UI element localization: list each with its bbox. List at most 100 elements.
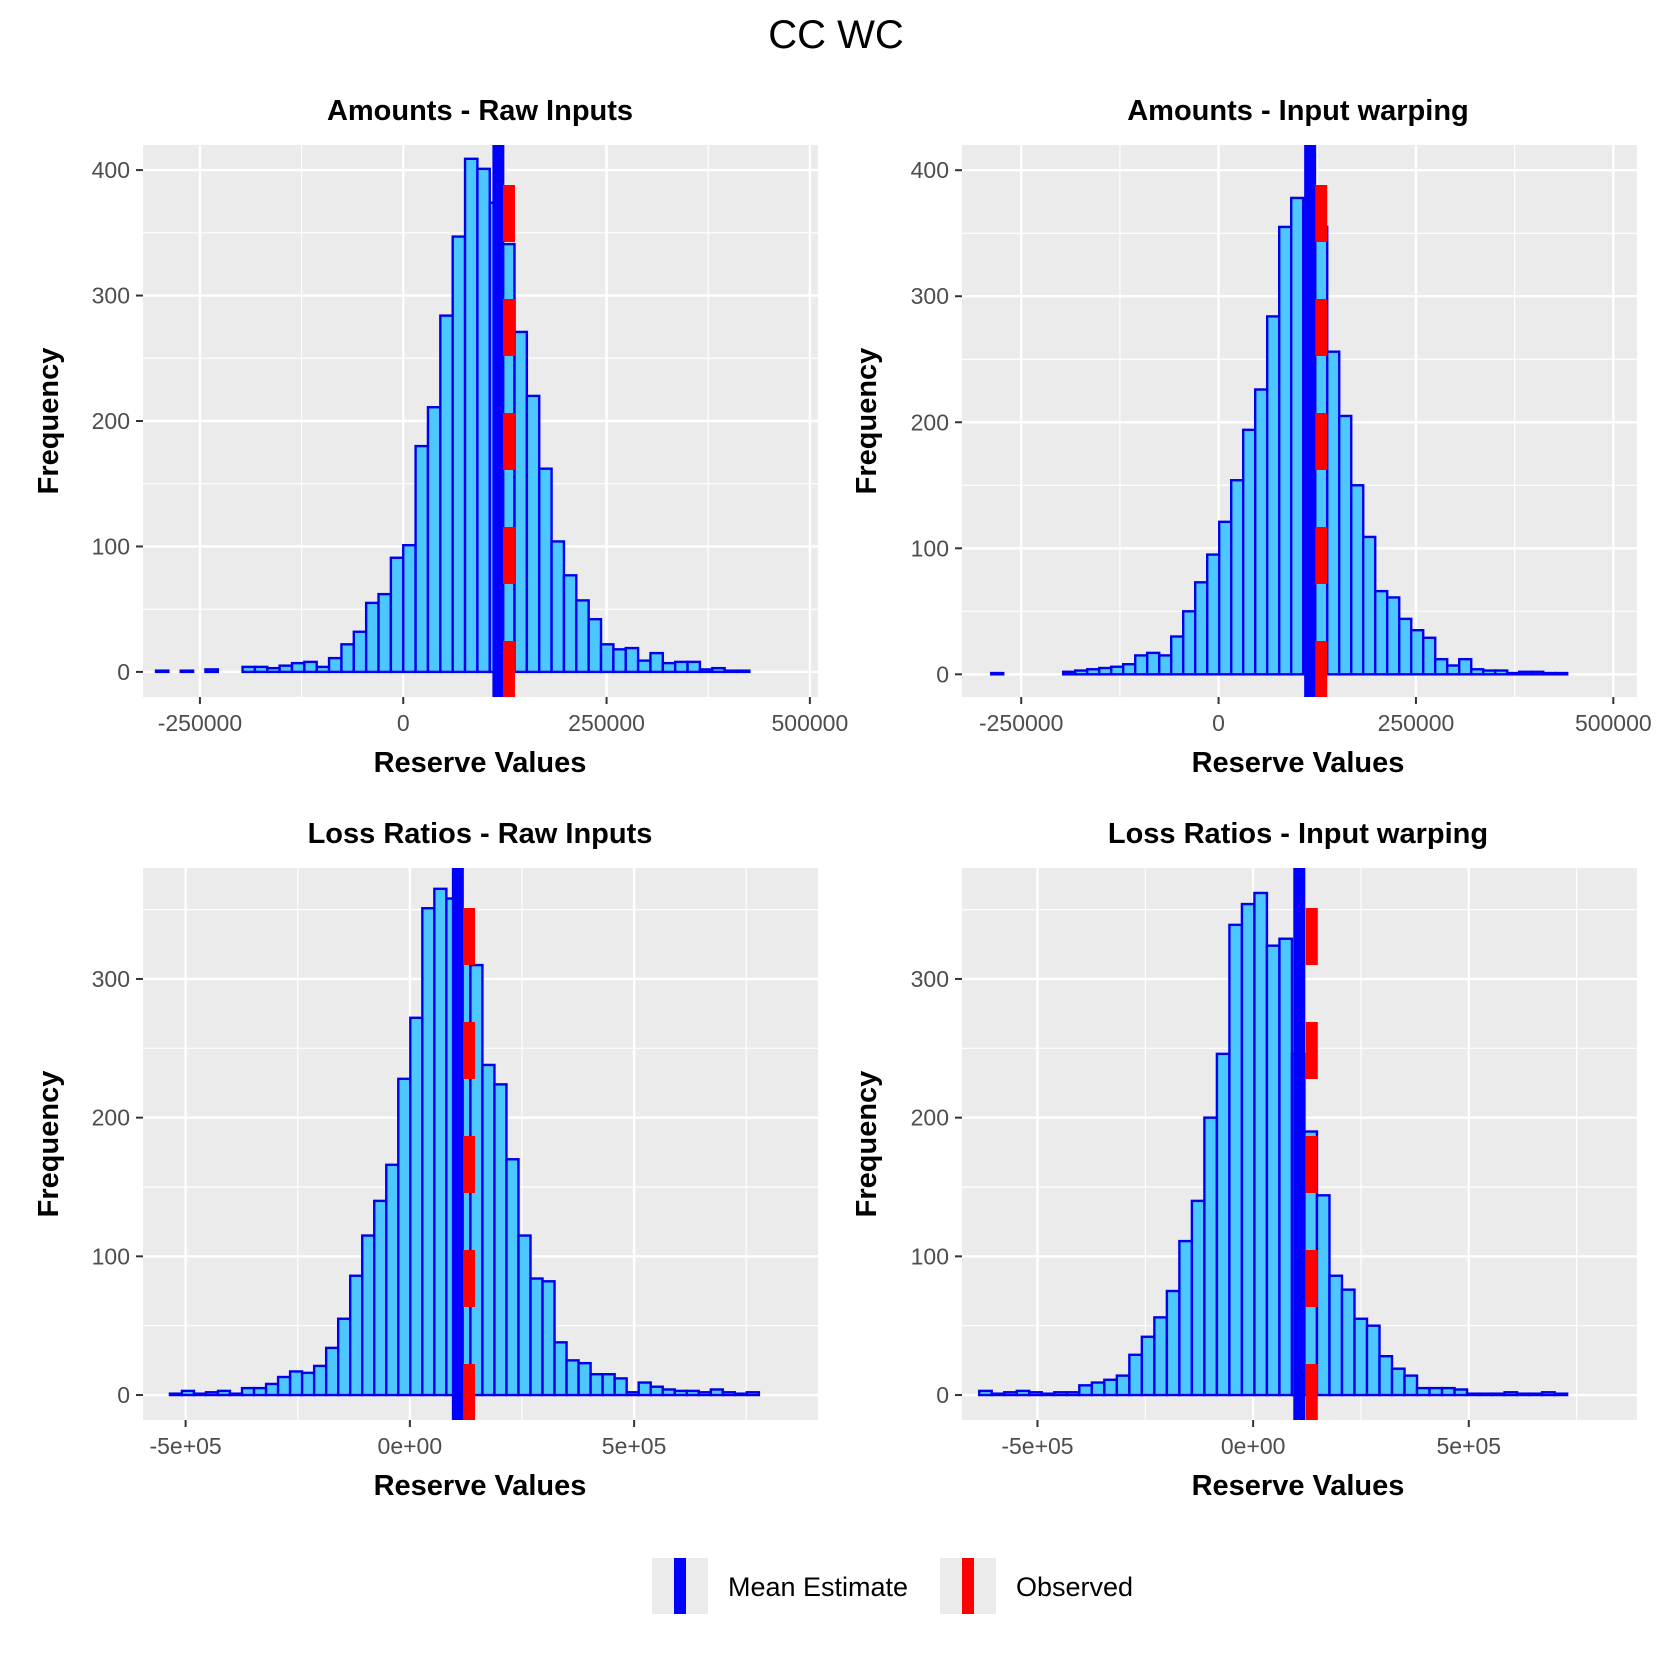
histogram-bar: [686, 660, 702, 674]
histogram-bar: [241, 665, 257, 674]
histogram-bar: [1553, 1392, 1569, 1397]
y-tick-label: 400: [911, 157, 949, 183]
histogram-bar: [389, 556, 405, 674]
histogram-bar: [1328, 1274, 1344, 1397]
histogram-bar: [1254, 388, 1269, 676]
histogram-bar: [402, 544, 417, 674]
histogram-bar: [349, 1274, 364, 1397]
histogram-bar: [513, 330, 529, 674]
histogram-bar: [612, 648, 627, 674]
histogram-bar: [1422, 636, 1437, 676]
histogram-bar: [409, 1016, 424, 1397]
histogram-bar: [315, 665, 331, 674]
y-tick-label: 200: [92, 1105, 130, 1131]
histogram-bar: [1230, 479, 1245, 676]
histogram-bar: [661, 661, 677, 674]
histogram-bar: [1518, 670, 1533, 676]
histogram-bar: [1326, 350, 1341, 676]
histogram-bar: [1315, 1194, 1331, 1397]
histogram-bar: [352, 630, 368, 674]
histogram-bar: [1398, 617, 1413, 676]
histogram-bar: [288, 1370, 304, 1397]
histogram-bar: [1428, 1386, 1444, 1397]
panels: -250000 0 250000 500000 0 100 200 300 400 Amounts…: [33, 95, 1652, 1502]
histogram-bar: [1206, 553, 1221, 676]
histogram-bar: [1338, 414, 1353, 676]
histogram-bar: [1503, 1391, 1519, 1397]
histogram-bar: [278, 664, 294, 674]
histogram-bar: [1390, 1367, 1406, 1397]
observed-swatch: [962, 1558, 974, 1614]
x-tick-label: -5e+05: [1001, 1433, 1073, 1459]
histogram-bar: [599, 643, 615, 674]
histogram-bar: [476, 167, 491, 674]
y-axis-title: Frequency: [851, 348, 883, 495]
histogram-bar: [1340, 1288, 1356, 1397]
histogram-bar: [1410, 629, 1425, 676]
y-tick-label: 100: [92, 1243, 130, 1269]
chart-panel-3: -5e+05 0e+00 5e+05 0 100 200 300 Loss Ratios - …: [33, 818, 818, 1502]
histogram-bar: [426, 406, 442, 674]
histogram-bar: [1490, 1392, 1506, 1397]
histogram-bar: [1446, 664, 1461, 676]
histogram-bar: [1434, 657, 1449, 676]
histogram-bar: [1178, 1239, 1194, 1397]
histogram-bar: [340, 643, 355, 674]
histogram-bar: [1353, 1317, 1369, 1397]
histogram-bar: [525, 394, 541, 674]
histogram-bar: [493, 1083, 508, 1397]
histogram-bar: [575, 599, 590, 674]
histogram-bar: [421, 907, 436, 1397]
histogram-bar: [601, 1373, 616, 1397]
histogram-bar: [276, 1375, 292, 1397]
y-tick-label: 0: [117, 659, 130, 685]
histogram-bar: [1362, 535, 1377, 676]
histogram-bar: [589, 1373, 604, 1397]
histogram-bar: [1266, 315, 1281, 676]
histogram-bar: [439, 314, 454, 674]
histogram-bar: [1190, 1199, 1206, 1397]
histogram-bar: [685, 1389, 700, 1397]
histogram-bar: [1386, 596, 1401, 676]
histogram-bar: [1506, 671, 1521, 676]
histogram-bar: [290, 661, 306, 674]
x-tick-label: 0e+00: [1221, 1433, 1286, 1459]
x-tick-label: 250000: [568, 710, 645, 736]
histogram-bar: [1278, 225, 1293, 676]
chart-panel-4: -5e+05 0e+00 5e+05 0 100 200 300 Loss Ratios - …: [851, 818, 1637, 1502]
legend-label-mean-estimate: Mean Estimate: [728, 1572, 908, 1602]
histogram-bar: [1170, 635, 1185, 676]
y-tick-label: 0: [936, 1382, 949, 1408]
histogram-bar: [168, 1392, 184, 1397]
histogram-bar: [154, 669, 170, 674]
x-tick-label: 0: [1212, 710, 1225, 736]
histogram-bar: [1134, 654, 1149, 676]
histogram-bar: [1090, 1381, 1106, 1397]
histogram-bar: [698, 668, 714, 674]
histogram-bar: [266, 666, 281, 674]
histogram-bar: [721, 1391, 737, 1397]
histogram-bar: [1215, 1052, 1231, 1397]
x-tick-label: 500000: [771, 710, 848, 736]
histogram-bar: [553, 1341, 568, 1397]
histogram-bar: [253, 665, 269, 674]
histogram-bar: [1470, 668, 1485, 676]
histogram-bar: [990, 1392, 1006, 1397]
y-tick-label: 200: [92, 408, 130, 434]
histogram-bar: [625, 1391, 640, 1397]
x-tick-label: 5e+05: [602, 1433, 667, 1459]
histogram-bar: [377, 592, 393, 674]
histogram-bar: [978, 1389, 993, 1397]
legend-item-observed: Observed: [940, 1558, 1133, 1614]
y-tick-label: 0: [936, 661, 949, 687]
histogram-bar: [711, 666, 726, 674]
histogram-bar: [673, 1389, 688, 1397]
y-tick-label: 200: [911, 1105, 949, 1131]
x-axis-title: Reserve Values: [1192, 1470, 1405, 1502]
histogram-bar: [735, 669, 751, 674]
panel-title: Loss Ratios - Raw Inputs: [308, 818, 653, 850]
histogram-bar: [624, 646, 640, 674]
histogram-bar: [745, 1391, 761, 1397]
y-tick-label: 300: [911, 283, 949, 309]
